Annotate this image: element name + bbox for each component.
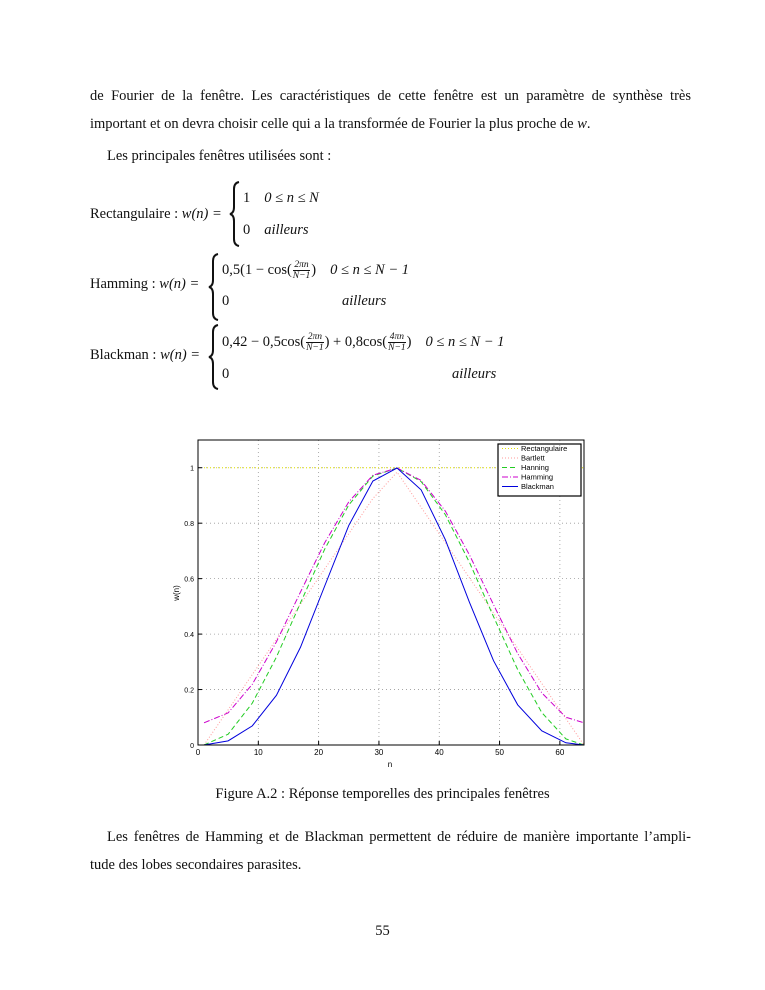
formula-case: 0,42 − 0,5cos(2πn N−1) + 0,8cos(4πn N−1) 0 … <box>222 332 504 353</box>
series-lines <box>203 467 585 746</box>
condition: ailleurs <box>264 222 309 238</box>
condition: 0 ≤ n ≤ N − 1 <box>425 333 505 350</box>
brace-icon <box>229 181 240 247</box>
brace-icon <box>208 253 219 321</box>
x-tick-label: 40 <box>435 748 444 757</box>
formula-blackman-label: Blackman : w(n) = <box>90 347 200 364</box>
formula-case: 0,5(1 − cos(2πn N−1) 0 ≤ n ≤ N − 1 <box>222 260 409 281</box>
condition: ailleurs <box>342 293 387 309</box>
y-axis-label: w(n) <box>172 585 181 602</box>
condition: 0 ≤ n ≤ N <box>264 190 319 206</box>
label: Rectangulaire : <box>90 206 182 222</box>
formula-case: 0 <box>222 366 230 382</box>
legend-label: Hanning <box>521 463 549 472</box>
legend: RectangulaireBartlettHanningHammingBlack… <box>497 443 582 497</box>
x-tick-label: 0 <box>196 748 201 757</box>
series-line-bartlett <box>203 471 585 746</box>
label: Blackman : <box>90 347 161 363</box>
text: important et on devra choisir celle qui … <box>90 116 578 132</box>
paragraph-line: Les fenêtres de Hamming et de Blackman p… <box>107 829 691 845</box>
expr: ) <box>311 261 317 278</box>
ticks: 0 10 20 30 40 50 60 0 0.2 0.4 0.6 0.8 1 <box>184 466 565 757</box>
denominator: N−1 <box>388 343 406 353</box>
legend-box <box>497 443 582 497</box>
x-tick-label: 50 <box>495 748 504 757</box>
legend-label: Hamming <box>521 473 553 482</box>
brace-icon <box>208 324 219 390</box>
x-tick-label: 60 <box>555 748 564 757</box>
formula-hamming-label: Hamming : w(n) = <box>90 276 199 293</box>
formula-case: 0 <box>222 293 230 309</box>
value: 0 <box>243 222 251 238</box>
paragraph: Les principales fenêtres utilisées sont … <box>107 148 332 164</box>
y-tick-label: 0 <box>190 743 194 750</box>
formula-case: 1 0 ≤ n ≤ N <box>243 190 319 207</box>
text: . <box>586 116 591 132</box>
expr: 0,5(1 − cos( <box>222 261 292 278</box>
fraction: 2πn N−1 <box>306 332 324 353</box>
paragraph-line: tude des lobes secondaires parasites. <box>90 857 302 873</box>
y-tick-label: 0.2 <box>184 688 194 695</box>
series-line-blackman <box>203 467 585 746</box>
x-tick-label: 20 <box>314 748 323 757</box>
paragraph-line: de Fourier de la fenêtre. Les caractéris… <box>90 88 691 104</box>
y-tick-label: 0.6 <box>184 577 194 584</box>
denominator: N−1 <box>306 343 324 353</box>
condition: ailleurs <box>452 366 497 382</box>
y-tick-label: 0.8 <box>184 521 194 528</box>
page-number: 55 <box>375 923 390 939</box>
series-line-hamming <box>203 467 585 724</box>
y-tick-label: 1 <box>190 466 194 473</box>
formula-rect-label: Rectangulaire : w(n) = <box>90 206 222 223</box>
legend-label: Bartlett <box>521 454 546 463</box>
paragraph-line: important et on devra choisir celle qui … <box>90 116 590 133</box>
numerator: 4πn <box>389 332 405 342</box>
x-axis-label: n <box>388 760 392 769</box>
expr: ) <box>406 333 412 350</box>
legend-label: Rectangulaire <box>521 444 567 453</box>
label: Hamming : <box>90 276 160 292</box>
x-tick-label: 10 <box>254 748 263 757</box>
grid <box>198 440 584 745</box>
lhs: w(n) = <box>160 347 201 363</box>
math-var: w <box>577 116 587 132</box>
legend-label: Blackman <box>521 482 554 491</box>
condition: 0 ≤ n ≤ N − 1 <box>330 261 410 278</box>
denominator: N−1 <box>292 271 311 281</box>
series-line-hanning <box>203 467 585 746</box>
formula-case: 0 ailleurs <box>243 222 309 239</box>
lhs: w(n) = <box>181 206 222 222</box>
figure-caption: Figure A.2 : Réponse temporelles des pri… <box>215 786 550 802</box>
expr: ) + 0,8cos( <box>324 333 388 350</box>
fraction: 4πn N−1 <box>388 332 406 353</box>
numerator: 2πn <box>294 260 309 270</box>
value: 1 <box>243 190 251 206</box>
x-tick-label: 30 <box>374 748 383 757</box>
lhs: w(n) = <box>159 276 200 292</box>
y-tick-label: 0.4 <box>184 632 194 639</box>
plot-frame <box>197 439 585 746</box>
expr: 0,42 − 0,5cos( <box>222 333 306 350</box>
numerator: 2πn <box>307 332 322 342</box>
fraction: 2πn N−1 <box>292 260 311 281</box>
